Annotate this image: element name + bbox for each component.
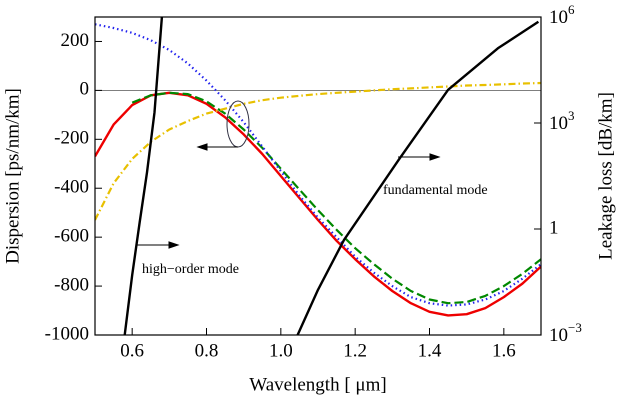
x-tick-label: 1.6 (492, 340, 516, 361)
x-tick-label: 0.6 (120, 340, 144, 361)
series-line (95, 91, 541, 317)
x-tick-label: 1.0 (269, 340, 293, 361)
y2-tick-exponent: 6 (568, 2, 575, 17)
curves-layer (95, 17, 541, 335)
y-tick-label: 0 (80, 79, 90, 100)
arrow-head (168, 241, 180, 249)
series-line (131, 91, 541, 305)
x-axis-label: Wavelength [ μm] (249, 374, 386, 395)
annotation: high−order mode (142, 262, 239, 277)
y-tick-label: -200 (54, 128, 89, 149)
y2-tick-exponent: 3 (568, 108, 575, 123)
y-tick-label: 200 (61, 30, 90, 51)
series-line (95, 81, 541, 221)
y-tick-label: -600 (54, 226, 89, 247)
arrow-head (429, 153, 441, 161)
series-line (123, 17, 164, 335)
x-tick-label: 1.4 (418, 340, 442, 361)
y-axis-label: Dispersion [ps/nm/km] (2, 88, 23, 264)
y2-tick-base: 10 (549, 325, 568, 346)
y2-tick-exponent: −3 (568, 320, 582, 335)
y2-tick-base: 10 (549, 113, 568, 134)
y2-axis-label: Leakage loss [dB/km] (595, 92, 616, 260)
x-tick-label: 1.2 (343, 340, 367, 361)
y2-tick-label: 103 (549, 108, 575, 134)
y2-tick-base: 10 (549, 7, 568, 28)
y-tick-label: -400 (54, 177, 89, 198)
series-line (296, 20, 540, 335)
y2-tick-label: 1 (549, 217, 559, 238)
arrow-head (196, 143, 208, 151)
y-tick-label: -1000 (45, 323, 89, 344)
x-tick-label: 0.8 (195, 340, 219, 361)
y-tick-label: -800 (54, 274, 89, 295)
annotation: fundamental mode (383, 183, 488, 198)
y2-tick-label: 10−3 (549, 320, 582, 346)
plot-frame (94, 16, 542, 336)
arrows (136, 143, 441, 249)
y2-tick-label: 106 (549, 2, 575, 28)
